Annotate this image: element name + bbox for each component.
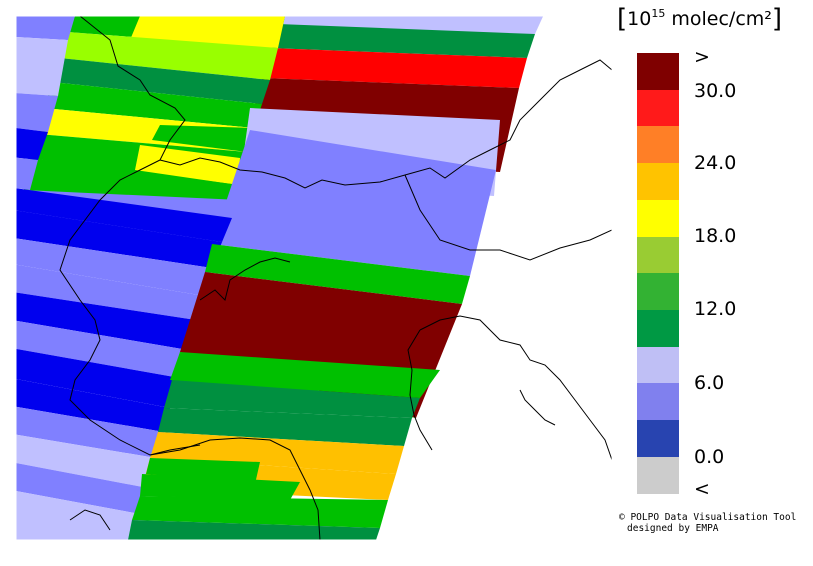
legend-unit-exponent: 15: [651, 7, 666, 20]
credit-line: © POLPO Data Visualisation Tool: [619, 512, 797, 523]
legend-tick: 24.0: [694, 152, 737, 174]
swath-cell: [128, 520, 380, 540]
swath-cell: [16, 128, 48, 160]
colorbar-swatch: [637, 309, 679, 347]
swath-cell: [16, 348, 180, 408]
country-border: [404, 174, 612, 261]
swath-cell: [150, 432, 404, 474]
coastline: [69, 509, 111, 531]
swath-cell: [132, 496, 388, 528]
legend-bracket-open: [: [617, 4, 628, 34]
legend-tick: 12.0: [694, 298, 737, 320]
swath-cell: [164, 380, 420, 418]
swath-layer: [16, 16, 544, 540]
map-frame: [15, 15, 613, 541]
swath-cell: [262, 48, 527, 88]
coastline: [519, 389, 556, 426]
legend-tick: 6.0: [694, 372, 725, 394]
swath-cell: [16, 238, 212, 296]
swath-cell: [140, 474, 300, 500]
swath-cell: [16, 210, 222, 268]
colorbar-swatch: [637, 420, 679, 457]
swath-cell: [16, 16, 75, 40]
swath-cell: [135, 145, 240, 185]
swath-cell: [16, 264, 205, 320]
swath-cell: [16, 93, 58, 132]
legend-tick: 30.0: [694, 80, 737, 102]
swath-cell: [172, 352, 440, 398]
country-border: [199, 257, 291, 301]
credit-text: © POLPO Data Visualisation Tool designed…: [619, 512, 796, 534]
legend-bracket-close: ]: [771, 4, 783, 34]
swath-cell: [16, 188, 232, 242]
legend-under-symbol: <: [694, 478, 710, 500]
swath-cell: [16, 463, 148, 514]
swath-cell: [158, 408, 412, 446]
swath-cell: [52, 58, 270, 104]
swath-cell: [270, 24, 535, 58]
swath-cell: [146, 458, 260, 484]
colorbar-swatch: [637, 199, 679, 237]
swath-cell: [60, 32, 278, 80]
swath-cell: [16, 320, 188, 378]
colorbar-swatch: [637, 126, 679, 164]
borders-layer: [59, 16, 612, 540]
swath-cell: [16, 434, 156, 488]
credit-line: designed by EMPA: [627, 523, 719, 534]
legend-title: [1015 molec/cm²]: [617, 4, 809, 34]
swath-cell: [44, 82, 262, 128]
colorbar-swatch: [637, 273, 679, 311]
coastline: [149, 437, 321, 540]
swath-cell: [152, 125, 254, 152]
country-border: [59, 159, 201, 456]
coastline: [419, 315, 612, 461]
colorbar-swatch: [637, 53, 679, 90]
country-border: [79, 16, 612, 189]
legend-over-symbol: >: [694, 46, 710, 68]
colorbar-swatch: [637, 163, 679, 201]
colorbar-swatch: [637, 89, 679, 127]
colorbar-swatch: [637, 346, 679, 384]
swath-cell: [212, 130, 496, 276]
swath-cell: [16, 157, 38, 190]
coastline: [407, 329, 433, 451]
swath-cell: [16, 406, 164, 458]
swath-cell: [16, 292, 196, 350]
legend-tick: 0.0: [694, 446, 725, 468]
colorbar-swatch: [637, 456, 679, 494]
legend-tick: 18.0: [694, 225, 737, 247]
colorbar-swatch: [637, 383, 679, 421]
legend-unit-text: molec/cm²: [665, 8, 772, 30]
swath-cell: [16, 36, 68, 96]
legend-unit-base: 10: [627, 8, 652, 30]
swath-cell: [16, 379, 170, 432]
colorbar-swatch: [637, 236, 679, 274]
